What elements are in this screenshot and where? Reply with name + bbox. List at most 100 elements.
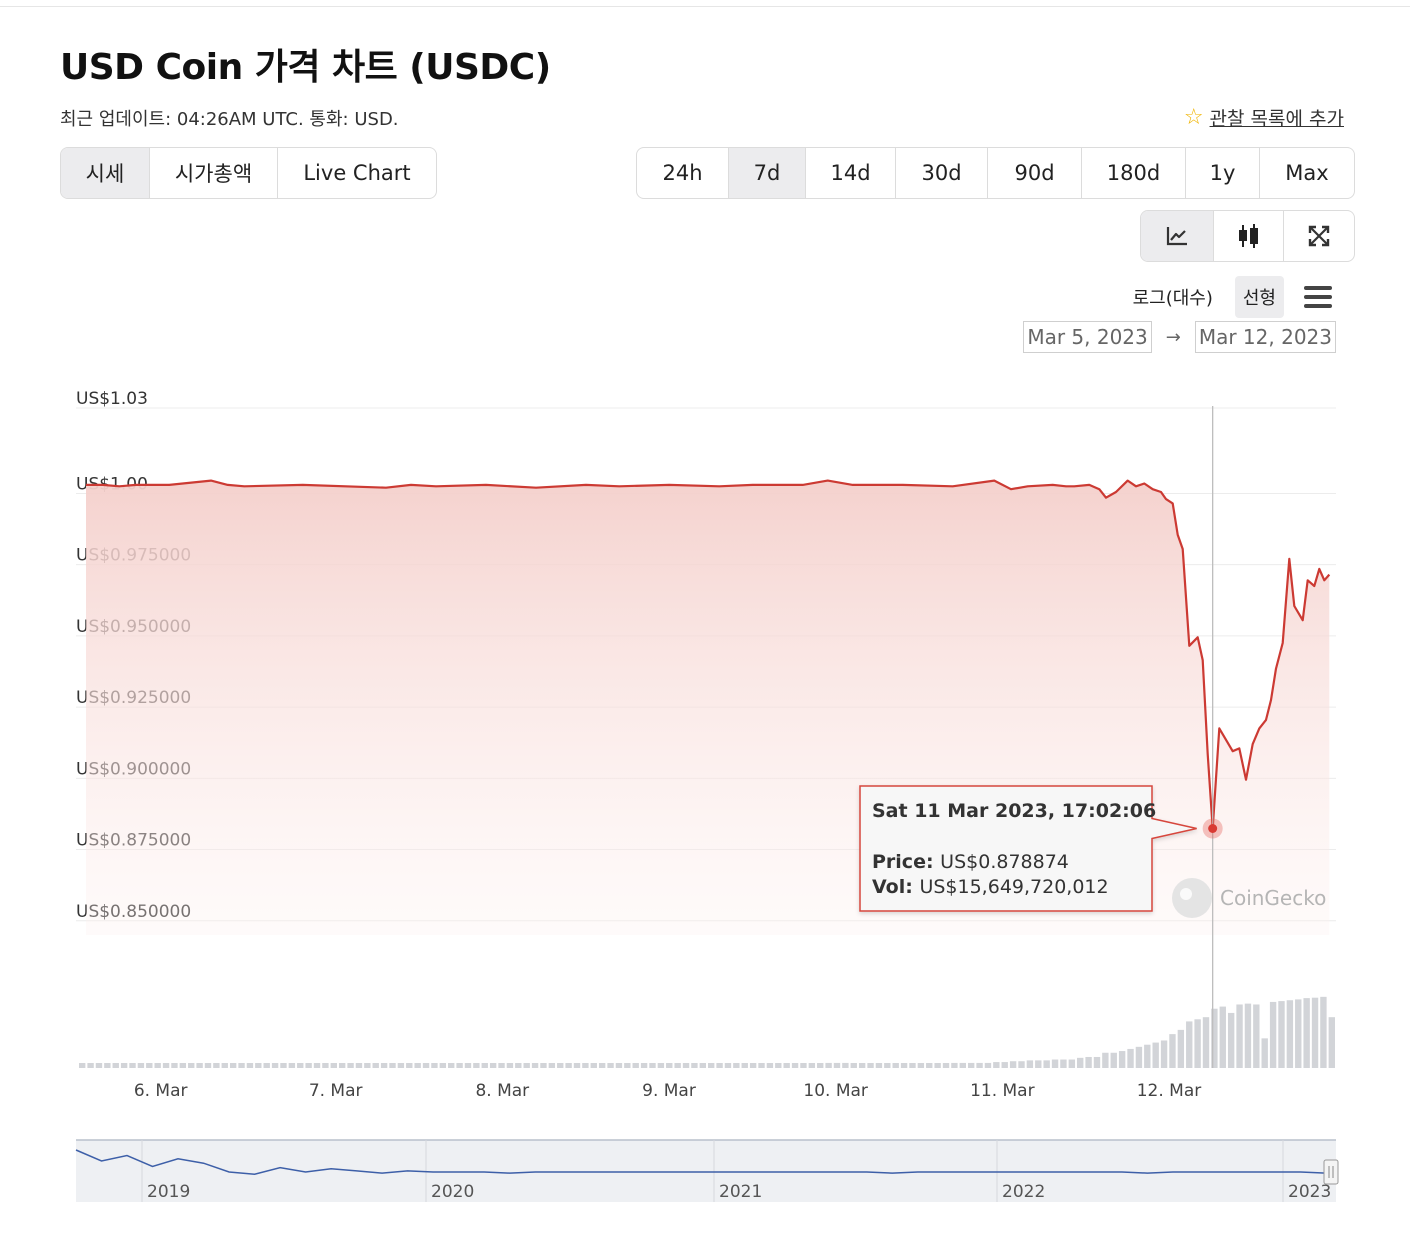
range-90d[interactable]: 90d bbox=[988, 148, 1082, 198]
volume-bar bbox=[1043, 1060, 1050, 1068]
tab-market-cap[interactable]: 시가총액 bbox=[150, 148, 278, 198]
volume-bar bbox=[473, 1063, 480, 1068]
price-point bbox=[1206, 753, 1208, 755]
volume-bar bbox=[540, 1063, 547, 1068]
range-30d[interactable]: 30d bbox=[896, 148, 988, 198]
price-point bbox=[1171, 502, 1173, 504]
top-divider bbox=[0, 6, 1410, 7]
watermark-text: CoinGecko bbox=[1220, 886, 1326, 910]
line-chart-button[interactable] bbox=[1141, 211, 1214, 261]
price-point bbox=[1010, 488, 1012, 490]
highlight-point[interactable] bbox=[1208, 824, 1218, 834]
volume-bar bbox=[389, 1063, 396, 1068]
volume-bar bbox=[1035, 1060, 1042, 1068]
navigator-year-label: 2022 bbox=[1002, 1182, 1045, 1202]
price-point bbox=[1288, 558, 1290, 560]
navigator-area[interactable] bbox=[76, 1140, 1336, 1202]
volume-bar bbox=[129, 1063, 136, 1068]
volume-bar bbox=[406, 1063, 413, 1068]
expand-button[interactable] bbox=[1284, 211, 1354, 261]
tab-live-chart[interactable]: Live Chart bbox=[303, 161, 411, 185]
volume-bar bbox=[355, 1063, 363, 1068]
volume-bar bbox=[414, 1063, 421, 1068]
expand-icon bbox=[1308, 225, 1330, 247]
volume-bar bbox=[338, 1063, 346, 1068]
y-tick-label: US$0.850000 bbox=[76, 902, 191, 922]
linear-scale-option[interactable]: 선형 bbox=[1234, 276, 1284, 318]
y-tick-label: US$0.875000 bbox=[76, 831, 191, 851]
range-1y[interactable]: 1y bbox=[1186, 148, 1260, 198]
volume-bar bbox=[397, 1063, 405, 1068]
navigator-year-label: 2020 bbox=[431, 1182, 474, 1202]
volume-bar bbox=[884, 1063, 891, 1068]
price-point bbox=[226, 484, 228, 486]
volume-bar bbox=[984, 1062, 992, 1068]
volume-bar bbox=[1278, 1001, 1285, 1068]
price-point bbox=[1238, 747, 1240, 749]
volume-bar bbox=[179, 1063, 187, 1068]
volume-bar bbox=[749, 1063, 757, 1068]
price-point bbox=[1088, 484, 1090, 486]
volume-bar bbox=[741, 1063, 748, 1068]
volume-bar bbox=[833, 1062, 841, 1068]
range-14d[interactable]: 14d bbox=[806, 148, 896, 198]
volume-bar bbox=[1202, 1017, 1210, 1068]
volume-bar bbox=[196, 1063, 203, 1068]
volume-bar bbox=[280, 1063, 287, 1068]
volume-bar bbox=[1169, 1034, 1176, 1068]
volume-bar bbox=[666, 1063, 673, 1068]
tab-price[interactable]: 시세 bbox=[61, 148, 150, 198]
x-tick-label: 6. Mar bbox=[134, 1081, 188, 1101]
volume-bar bbox=[548, 1063, 556, 1068]
price-point bbox=[435, 485, 437, 487]
volume-bar bbox=[137, 1063, 145, 1068]
coingecko-logo-icon bbox=[1172, 878, 1212, 918]
price-point bbox=[1245, 779, 1247, 781]
x-tick-label: 11. Mar bbox=[970, 1081, 1035, 1101]
volume-bar bbox=[632, 1063, 639, 1068]
add-to-watchlist-link[interactable]: ☆ 관찰 목록에 추가 bbox=[1184, 104, 1344, 131]
volume-bar bbox=[1211, 1008, 1218, 1068]
price-point bbox=[1026, 485, 1028, 487]
volume-bar bbox=[590, 1063, 597, 1068]
x-tick-label: 10. Mar bbox=[803, 1081, 868, 1101]
price-point bbox=[1073, 485, 1075, 487]
volume-bar bbox=[439, 1063, 447, 1068]
navigator-line bbox=[75, 1149, 1327, 1175]
tooltip-vol-label: Vol: bbox=[872, 876, 919, 898]
volume-bar bbox=[1051, 1059, 1059, 1068]
price-point bbox=[1196, 636, 1198, 638]
navigator-year-label: 2023 bbox=[1288, 1182, 1331, 1202]
price-point bbox=[485, 484, 487, 486]
price-point bbox=[135, 484, 137, 486]
price-point bbox=[1126, 479, 1128, 481]
range-7d[interactable]: 7d bbox=[729, 148, 806, 198]
menu-icon[interactable] bbox=[1304, 286, 1332, 308]
log-scale-option[interactable]: 로그(대수) bbox=[1132, 288, 1213, 309]
range-max[interactable]: Max bbox=[1285, 161, 1329, 185]
volume-bar bbox=[456, 1063, 463, 1068]
y-tick-label: US$1.03 bbox=[76, 389, 148, 409]
page-title: USD Coin 가격 차트 (USDC) bbox=[60, 47, 551, 88]
price-point bbox=[1281, 642, 1283, 644]
range-180d[interactable]: 180d bbox=[1082, 148, 1186, 198]
navigator-handle[interactable] bbox=[1323, 1159, 1339, 1185]
navigator-year-label: 2019 bbox=[147, 1182, 190, 1202]
coingecko-logo-eye bbox=[1180, 888, 1192, 900]
highlight-halo bbox=[1202, 818, 1223, 839]
volume-bar bbox=[800, 1063, 807, 1068]
volume-bar bbox=[322, 1063, 329, 1068]
price-point bbox=[1165, 498, 1167, 500]
volume-bar bbox=[967, 1062, 975, 1068]
date-to-input[interactable]: Mar 12, 2023 bbox=[1194, 321, 1336, 353]
volume-bar bbox=[1328, 1017, 1335, 1068]
price-point bbox=[1135, 485, 1137, 487]
range-24h[interactable]: 24h bbox=[637, 148, 729, 198]
volume-bar bbox=[1110, 1052, 1117, 1068]
volume-bar bbox=[1227, 1012, 1235, 1068]
candlestick-button[interactable] bbox=[1214, 211, 1284, 261]
volume-bar bbox=[431, 1063, 438, 1068]
volume-bar bbox=[783, 1063, 790, 1068]
date-from-input[interactable]: Mar 5, 2023 bbox=[1023, 321, 1152, 353]
volume-bar bbox=[146, 1063, 153, 1068]
